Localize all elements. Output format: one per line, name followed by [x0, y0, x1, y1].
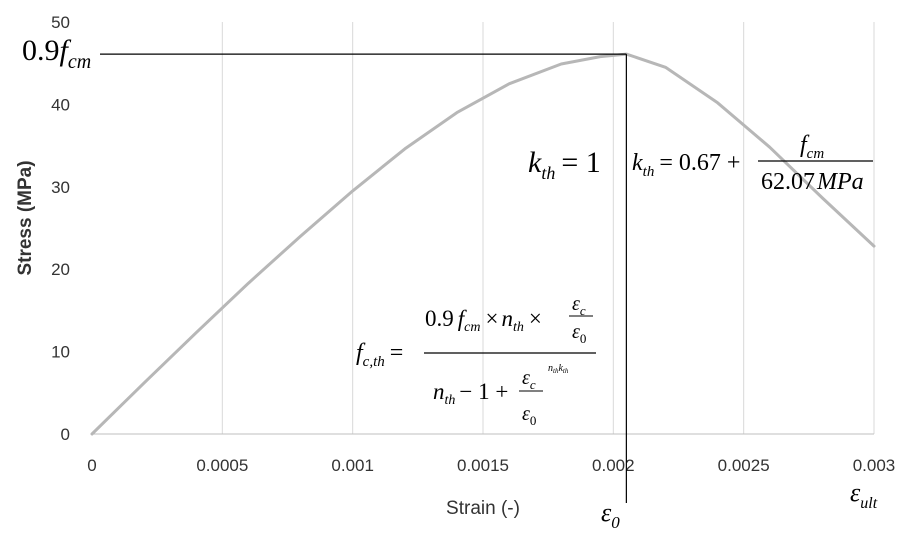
kth-pre-peak-equation: kth = 1 [528, 146, 601, 183]
y-tick-label: 20 [51, 260, 70, 279]
fc-den-exponent: nthkth [548, 363, 569, 375]
y-tick-label: 40 [51, 95, 70, 114]
kth-post-peak-lhs: kth = 0.67 + [632, 150, 740, 180]
y-tick-labels: 0 10 20 30 40 50 [51, 13, 70, 444]
y-tick-label: 30 [51, 178, 70, 197]
y-tick-label: 0 [61, 425, 70, 444]
x-tick-label: 0.001 [331, 456, 374, 475]
x-tick-label: 0.0015 [457, 456, 509, 475]
y-tick-label: 10 [51, 343, 70, 362]
eps-ult-label: εult [850, 478, 878, 512]
fc-den-eps-c: εc [522, 367, 536, 392]
fc-th-lhs: fc,th = [356, 340, 403, 370]
series-group [90, 52, 876, 436]
fc-den-eps-0: ε0 [522, 403, 536, 428]
x-axis-title: Strain (-) [446, 498, 520, 519]
x-tick-label: 0 [87, 456, 96, 475]
gridlines [221, 22, 875, 434]
x-tick-labels: 0 0.0005 0.001 0.0015 0.002 0.0025 0.003 [87, 456, 895, 475]
kth-post-peak-numerator: fcm [800, 132, 824, 162]
x-tick-label: 0.0005 [196, 456, 248, 475]
eps0-label: ε0 [601, 498, 620, 532]
peak-guide-lines [100, 53, 627, 503]
fc-th-numerator: 0.9 fcm × nth × [425, 306, 542, 335]
fc-num-eps-0: ε0 [572, 321, 586, 346]
fc-th-denominator: nth − 1 + [433, 379, 508, 408]
peak-stress-label: 0.9fcm [22, 34, 91, 73]
kth-post-peak-denominator: 62.07MPa [761, 169, 864, 195]
x-tick-label: 0.003 [853, 456, 896, 475]
y-axis-title: Stress (MPa) [15, 160, 36, 275]
x-tick-label: 0.0025 [718, 456, 770, 475]
stress-strain-curve [90, 52, 876, 436]
kth-post-peak-equation: kth = 0.67 + fcm 62.07MPa [632, 132, 873, 195]
fc-th-formula: fc,th = 0.9 fcm × nth × εc ε0 nth − 1 + εc ε0 … [356, 293, 596, 428]
x-tick-label: 0.002 [592, 456, 635, 475]
y-tick-label: 50 [51, 13, 70, 32]
fc-num-eps-c: εc [572, 293, 586, 318]
